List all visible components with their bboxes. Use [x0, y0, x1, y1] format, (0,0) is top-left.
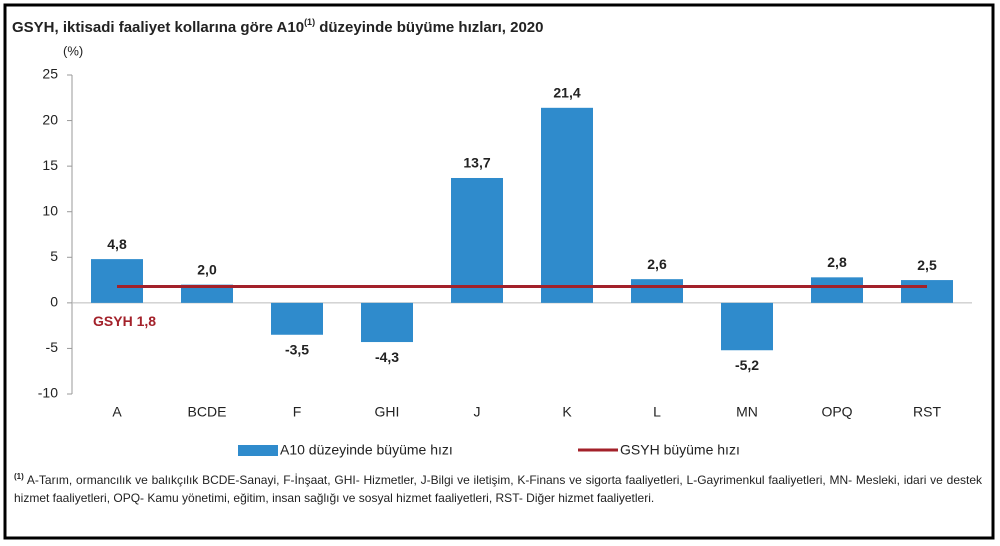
bar — [91, 259, 143, 303]
bar — [811, 277, 863, 303]
x-tick-label: MN — [736, 404, 758, 420]
chart-title: GSYH, iktisadi faaliyet kollarına göre A… — [12, 17, 543, 36]
bar — [271, 302, 323, 335]
x-tick-label: A — [112, 404, 122, 420]
value-label: -3,5 — [285, 341, 309, 357]
y-tick-label: 0 — [50, 294, 58, 310]
legend-label: GSYH büyüme hızı — [620, 442, 740, 458]
bar — [631, 279, 683, 303]
value-label: 2,6 — [647, 256, 667, 272]
footnote-text: A-Tarım, ormancılık ve balıkçılık BCDE-S… — [14, 473, 982, 505]
title-sup: (1) — [304, 17, 315, 27]
y-tick-label: 5 — [50, 248, 58, 264]
x-tick-label: K — [562, 404, 572, 420]
title-text: GSYH, iktisadi faaliyet kollarına göre A… — [12, 19, 304, 36]
bar — [721, 302, 773, 351]
y-tick-label: 15 — [42, 157, 58, 173]
y-tick-label: 25 — [42, 66, 58, 82]
x-tick-label: L — [653, 404, 661, 420]
y-axis-label: (%) — [63, 43, 83, 58]
bar — [451, 177, 503, 303]
frame — [3, 3, 995, 540]
x-tick-label: BCDE — [188, 404, 227, 420]
x-tick-label: RST — [913, 404, 941, 420]
x-tick-label: OPQ — [821, 404, 852, 420]
value-label: 21,4 — [553, 85, 580, 101]
value-label: 13,7 — [463, 155, 490, 171]
bar — [901, 280, 953, 303]
value-label: 2,0 — [197, 261, 217, 277]
value-label: -5,2 — [735, 357, 759, 373]
reference-label: GSYH 1,8 — [93, 313, 156, 329]
y-tick-label: 20 — [42, 111, 58, 127]
bar — [181, 284, 233, 303]
value-label: 2,5 — [917, 257, 937, 273]
value-label: 2,8 — [827, 254, 847, 270]
footnote: (1) A-Tarım, ormancılık ve balıkçılık BC… — [14, 468, 982, 507]
y-tick-label: -5 — [46, 339, 59, 355]
value-label: 4,8 — [107, 236, 127, 252]
y-tick-label: 10 — [42, 202, 58, 218]
footnote-mark: (1) — [14, 472, 24, 481]
value-label: -4,3 — [375, 349, 399, 365]
title-text: düzeyinde büyüme hızları, 2020 — [315, 19, 543, 36]
x-tick-label: GHI — [375, 404, 400, 420]
x-tick-label: J — [474, 404, 481, 420]
y-tick-label: -10 — [38, 385, 58, 401]
x-tick-label: F — [293, 404, 302, 420]
bar — [541, 107, 593, 303]
legend-label: A10 düzeyinde büyüme hızı — [280, 442, 453, 458]
bar — [361, 302, 413, 343]
legend-swatch — [238, 445, 278, 456]
